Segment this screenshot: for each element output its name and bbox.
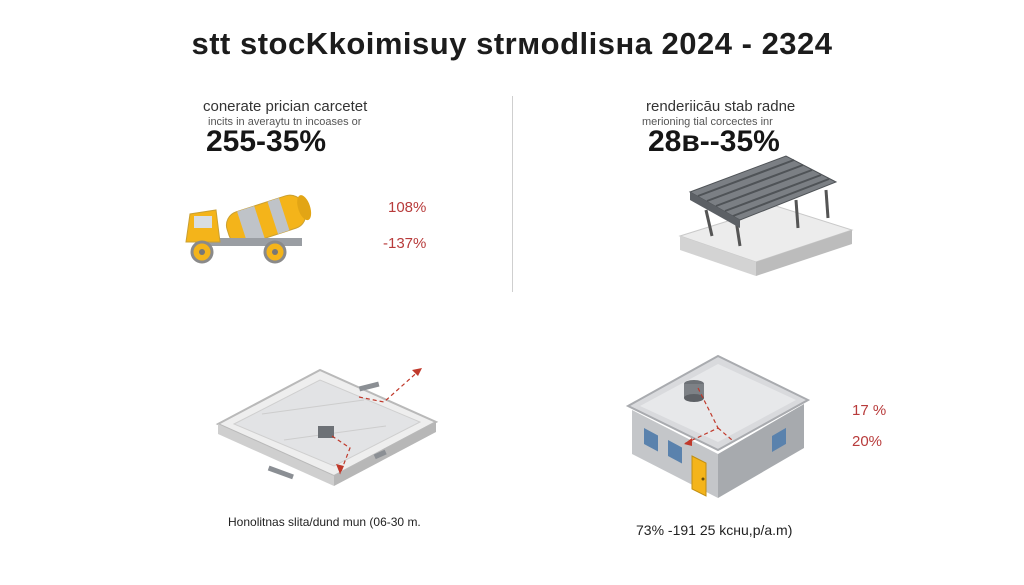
rebar-subtitle: renderiicāu stab radne	[646, 98, 796, 115]
rebar-range: 28в--35%	[648, 125, 780, 158]
center-divider	[512, 96, 513, 292]
rebar-note: merioning tial corcectes inr	[642, 116, 773, 128]
monolithic-slab-icon	[215, 367, 439, 486]
concrete-stat-b: -137%	[383, 235, 427, 252]
concrete-stat-a: 108%	[388, 199, 427, 216]
house-caption: 73% -191 25 kcнu,p/a.m)	[636, 522, 793, 538]
house-stat-b: 20%	[852, 433, 883, 450]
house-stat-a: 17 %	[852, 402, 887, 419]
concrete-subtitle: conerate prician carcetet	[203, 98, 368, 115]
slab-caption: Honolitnas slita/dund mun (06-30 m.	[228, 515, 421, 529]
house-icon	[625, 354, 811, 498]
concrete-range: 255-35%	[206, 125, 327, 158]
page-title: stt stocKkoimisuy strмodlisнa 2024 - 232…	[191, 26, 833, 61]
concrete-note: incits in averaytu tn incoases or	[208, 116, 362, 128]
roof-panel-structure-icon	[678, 155, 854, 276]
concrete-mixer-truck-icon	[185, 194, 312, 264]
